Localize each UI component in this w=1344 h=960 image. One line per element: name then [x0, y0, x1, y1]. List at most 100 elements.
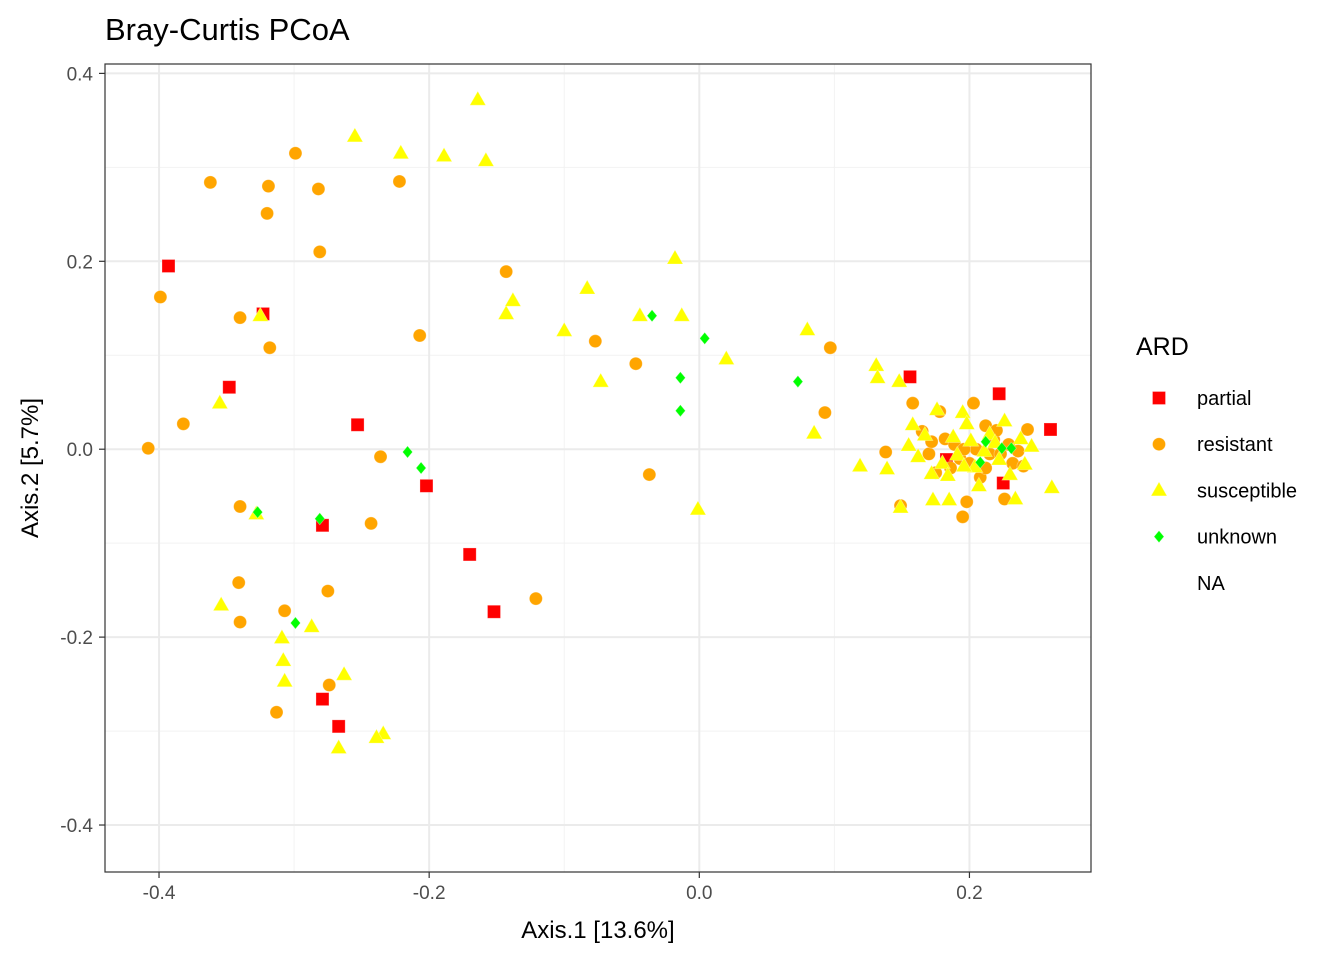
data-point-susceptible	[497, 304, 515, 320]
data-point-unknown	[402, 445, 414, 459]
data-point-susceptible	[939, 466, 957, 482]
data-point-susceptible	[335, 665, 353, 681]
data-point-susceptible	[1012, 429, 1030, 445]
x-axis: -0.4 -0.2 0.0 0.2	[143, 872, 983, 904]
data-point-susceptible	[940, 490, 958, 506]
series-partial	[161, 259, 1058, 734]
data-point-resistant	[269, 705, 284, 720]
data-point-susceptible	[909, 447, 927, 463]
data-point-susceptible	[251, 306, 270, 322]
data-point-resistant	[642, 467, 657, 482]
data-point-resistant	[288, 146, 303, 161]
data-point-unknown	[646, 309, 658, 323]
legend-item-partial: partial	[1152, 388, 1251, 410]
data-point-susceptible	[592, 372, 610, 388]
data-point-susceptible	[948, 445, 966, 461]
data-point-resistant	[823, 340, 838, 355]
data-point-susceptible	[329, 738, 348, 754]
data-point-susceptible	[962, 431, 980, 447]
data-point-resistant	[588, 334, 603, 349]
data-point-unknown	[252, 505, 264, 519]
data-point-resistant	[260, 206, 274, 221]
data-point-resistant	[141, 441, 156, 456]
data-point-susceptible	[212, 595, 230, 612]
data-point-resistant	[392, 174, 407, 189]
series-unknown	[252, 309, 1017, 630]
data-point-unknown	[674, 371, 686, 385]
data-point-resistant	[261, 179, 276, 194]
data-point-susceptible	[916, 425, 934, 442]
data-point-susceptible	[555, 321, 573, 337]
legend-label: NA	[1197, 573, 1225, 595]
legend-label: resistant	[1197, 434, 1273, 456]
data-point-susceptible	[392, 143, 410, 160]
data-point-unknown	[974, 455, 986, 469]
y-tick-label: 0.2	[67, 252, 93, 273]
data-point-susceptible	[878, 459, 896, 475]
data-point-susceptible	[924, 490, 942, 506]
data-point-resistant	[312, 245, 327, 259]
data-point-partial	[1043, 422, 1058, 437]
data-point-susceptible	[928, 400, 946, 416]
x-tick-label: 0.0	[686, 883, 712, 904]
data-point-resistant	[176, 416, 191, 431]
legend-label: susceptible	[1197, 480, 1297, 502]
data-point-partial	[350, 417, 365, 432]
data-point-susceptible	[867, 356, 885, 372]
x-tick-label: -0.2	[413, 883, 446, 904]
y-tick-label: -0.2	[60, 628, 93, 649]
data-point-partial	[419, 478, 434, 493]
data-point-susceptible	[1043, 478, 1061, 494]
data-point-resistant	[628, 356, 643, 371]
y-axis-title: Axis.2 [5.7%]	[17, 398, 44, 538]
legend-item-unknown: unknown	[1153, 527, 1277, 549]
data-point-resistant	[277, 603, 292, 618]
data-point-susceptible	[435, 146, 453, 162]
data-point-partial	[222, 380, 237, 395]
data-point-susceptible	[689, 500, 707, 516]
legend-label: unknown	[1197, 527, 1277, 549]
data-point-resistant	[231, 575, 246, 590]
data-point-unknown	[314, 512, 326, 526]
data-point-resistant	[233, 310, 247, 325]
y-tick-label: 0.4	[67, 64, 94, 85]
legend-key-resistant	[1152, 437, 1166, 452]
panel-background	[105, 64, 1091, 872]
data-point-susceptible	[904, 415, 922, 431]
data-point-resistant	[153, 290, 168, 304]
data-point-resistant	[955, 509, 970, 524]
data-point-resistant	[233, 499, 247, 514]
x-tick-label: 0.2	[956, 883, 982, 904]
data-point-susceptible	[274, 651, 292, 667]
data-point-resistant	[233, 615, 247, 629]
y-axis: -0.4 -0.2 0.0 0.2 0.4	[60, 64, 105, 837]
legend-item-resistant: resistant	[1152, 434, 1273, 456]
data-point-resistant	[959, 494, 974, 509]
data-point-susceptible	[851, 456, 869, 473]
data-point-susceptible	[899, 436, 918, 452]
data-point-partial	[487, 604, 501, 619]
legend-items: partial resistant susceptible unknown NA	[1150, 388, 1297, 595]
data-point-partial	[331, 719, 346, 734]
data-point-susceptible	[1016, 454, 1034, 471]
data-point-susceptible	[891, 498, 910, 514]
data-point-susceptible	[995, 411, 1014, 427]
data-point-partial	[462, 547, 477, 562]
x-axis-title: Axis.1 [13.6%]	[521, 917, 674, 944]
chart-title: Bray-Curtis PCoA	[105, 12, 350, 47]
data-point-susceptible	[717, 349, 736, 365]
data-point-resistant	[966, 396, 981, 411]
data-point-susceptible	[805, 423, 823, 440]
legend: ARD partial resistant susceptible unknown NA	[1136, 333, 1297, 595]
data-point-susceptible	[273, 628, 291, 644]
plot-panel	[104, 63, 1092, 873]
panel-border	[104, 63, 1092, 873]
data-point-susceptible	[578, 279, 596, 295]
data-point-resistant	[364, 516, 378, 531]
data-point-unknown	[674, 404, 686, 418]
legend-key-susceptible	[1150, 481, 1168, 497]
data-point-susceptible	[958, 414, 976, 430]
data-point-susceptible	[477, 151, 495, 167]
legend-key-partial	[1152, 391, 1166, 405]
